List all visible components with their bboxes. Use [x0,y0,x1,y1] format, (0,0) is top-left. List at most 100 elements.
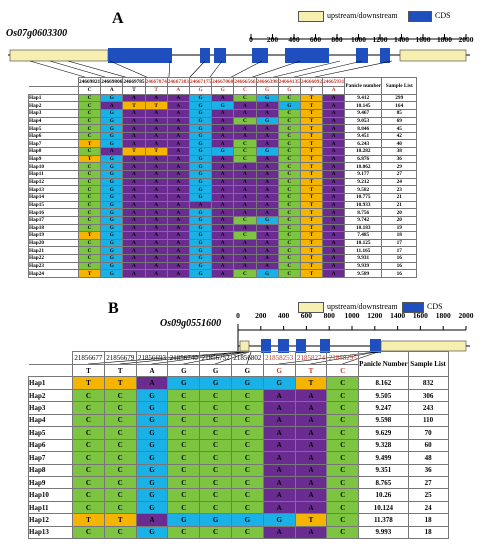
allele-cell: A [122,231,146,240]
sample-count-cell: 17 [381,238,418,248]
allele-cell: A [322,261,346,271]
haplotype-label: Hap10 [28,488,73,502]
sample-count-cell: 306 [407,388,449,403]
cds-block [252,48,268,63]
panicle-number-cell: 10.183 [344,223,383,233]
panicle-number-cell: 10.933 [344,200,383,210]
haplotype-label: Hap2 [28,388,73,403]
haplotype-row: Hap21 C G A A A G A A A C T A 11.165 17 [28,246,418,256]
allele-cell: T [299,215,324,225]
allele-cell: C [72,426,105,440]
allele-cell: T [77,269,102,278]
haplotype-label: Hap7 [28,451,73,465]
reference-allele-cell: T [299,86,324,95]
snp-position-header: 24669806 [100,77,124,87]
allele-cell: A [233,254,257,263]
allele-cell: C [230,475,264,490]
allele-cell: C [72,388,105,403]
allele-cell: C [326,500,360,515]
allele-cell: C [277,154,301,164]
allele-cell: A [262,401,296,415]
allele-cell: A [211,124,235,133]
allele-cell: A [122,139,146,149]
scale-tick-label: 1000 [351,35,366,44]
allele-cell: C [230,451,264,465]
allele-cell: C [167,475,201,490]
sample-count-cell: 48 [407,451,449,465]
allele-cell: A [144,223,168,233]
legend-utr-label: upstream/downstream [327,11,398,20]
allele-cell: T [72,376,105,390]
allele-cell: C [277,200,301,210]
haplotype-row: Hap14 C G A A A G A A A C T A 10.775 21 [28,192,418,202]
panicle-number-cell: 9.247 [358,401,409,415]
allele-cell: A [233,261,257,271]
reference-allele-cell: A [166,86,190,95]
allele-cell: A [255,261,279,271]
allele-cell: A [262,438,296,453]
panicle-number-cell: 6.243 [344,139,383,149]
sample-count-cell: 832 [407,376,449,390]
legend-cds-label: CDS [427,302,443,311]
scale-tick-label: 2000 [458,35,474,44]
panicle-number-cell: 8.846 [344,124,383,133]
allele-cell: A [166,238,190,248]
allele-cell: C [277,124,301,133]
snp-connector-line [168,60,171,79]
snp-position-header: 24667068 [211,77,235,87]
allele-cell: C [199,525,232,540]
panicle-number-cell: 9.589 [344,269,383,278]
allele-cell: C [77,192,102,202]
allele-cell: A [233,246,257,256]
panicle-number-cell: 9.467 [344,108,383,118]
reference-allele-cell: T [72,363,105,378]
haplotype-row: Hap17 C G A A A G A C G C T A 9.742 20 [28,215,418,225]
allele-cell: C [72,413,105,428]
sample-count-cell: 27 [381,170,418,179]
allele-cell: T [299,238,324,248]
haplotype-row: Hap8 C A T T A G G C G C T A 10.282 38 [28,147,418,156]
panicle-number-cell: 10.26 [358,488,409,502]
header-blank-cell [28,77,79,87]
allele-cell: A [211,131,235,141]
allele-cell: A [322,154,346,164]
snp-position-header: 21856679 [103,351,137,365]
allele-cell: G [135,388,169,403]
panicle-number-cell: 9.499 [358,451,409,465]
allele-cell: A [122,254,146,263]
allele-cell: C [277,261,301,271]
allele-cell: G [188,246,213,256]
cds-block [200,48,210,63]
allele-cell: T [299,192,324,202]
allele-cell: G [188,162,213,172]
legend-cds-label: CDS [435,11,451,20]
allele-cell: A [255,200,279,210]
allele-cell: C [277,231,301,240]
allele-cell: A [144,185,168,194]
reference-allele-cell: G [188,86,213,95]
haplotype-label: Hap5 [28,426,73,440]
allele-cell: C [77,254,102,263]
allele-cell: C [326,513,360,527]
cds-block [296,339,306,353]
allele-cell: A [166,185,190,194]
allele-cell: C [77,101,102,110]
allele-cell: G [188,215,213,225]
allele-cell: A [144,254,168,263]
allele-cell: C [230,438,264,453]
haplotype-label: Hap12 [28,177,79,187]
haplotype-label: Hap12 [28,513,73,527]
allele-cell: G [167,513,201,527]
allele-cell: A [255,101,279,110]
allele-cell: C [277,131,301,141]
allele-cell: T [77,154,102,164]
allele-cell: G [100,185,124,194]
panicle-number-cell: 9.412 [344,93,383,103]
snp-position-header: 24667383 [166,77,190,87]
snp-position-header: 21858253 [262,351,296,365]
allele-cell: A [166,170,190,179]
allele-cell: C [77,177,102,187]
allele-cell: G [188,101,213,110]
haplotype-label: Hap2 [28,101,79,110]
allele-cell: C [103,525,137,540]
